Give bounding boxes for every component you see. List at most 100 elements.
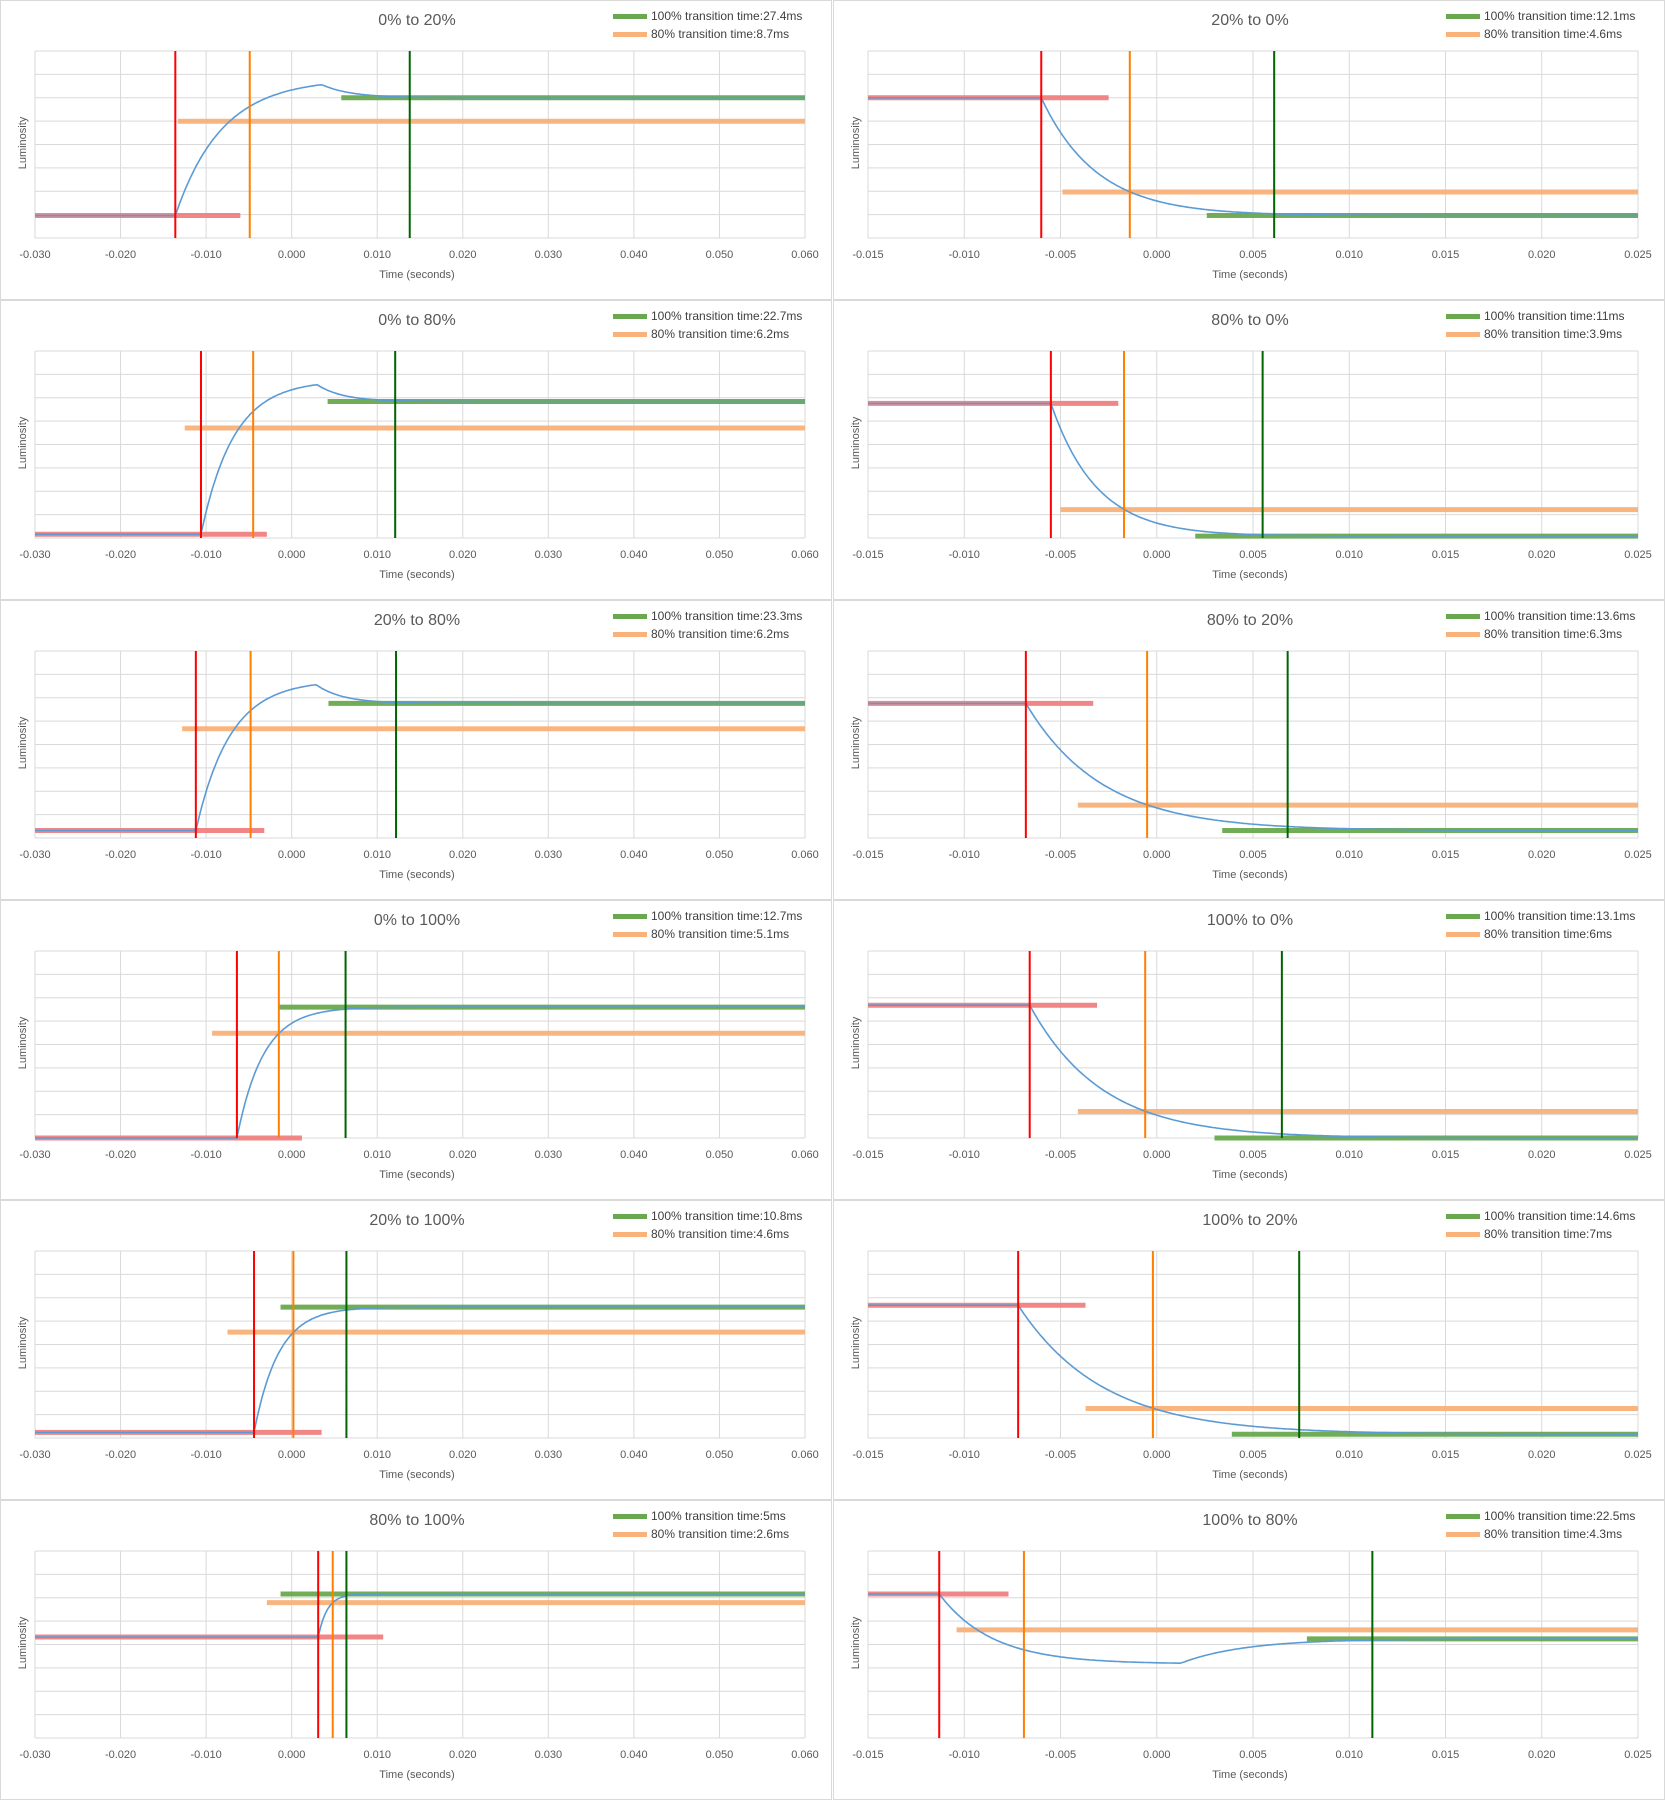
x-tick-label: 0.050	[706, 249, 734, 261]
chart-svg: -0.030 -0.020 -0.010 0.000 0.010 0.020 0.030 0.…	[19, 350, 819, 561]
luminosity-series	[35, 683, 805, 832]
x-tick-label: 0.015	[1432, 1149, 1460, 1161]
y-axis-title: Luminosity	[850, 1316, 862, 1370]
legend-label: 100% transition time:	[1484, 309, 1597, 323]
legend-entry-100: 100% transition time: 14.6ms	[1446, 1207, 1635, 1225]
x-tick-label: 0.060	[791, 1149, 819, 1161]
x-axis-title: Time (seconds)	[379, 1769, 455, 1781]
legend-entry-100: 100% transition time: 5ms	[613, 1507, 789, 1525]
legend-entry-100: 100% transition time: 12.1ms	[1446, 7, 1635, 25]
legend-entry-80: 80% transition time: 4.6ms	[613, 1225, 802, 1243]
x-tick-label: -0.015	[852, 1149, 883, 1161]
chart-legend: 100% transition time: 22.7ms 80% transiti…	[613, 307, 802, 343]
x-tick-label: 0.000	[278, 849, 306, 861]
x-tick-label: -0.030	[19, 549, 50, 561]
x-tick-label: -0.010	[191, 1749, 222, 1761]
legend-label: 100% transition time:	[651, 309, 764, 323]
legend-value: 5.1ms	[756, 927, 790, 941]
legend-entry-80: 80% transition time: 4.3ms	[1446, 1525, 1635, 1543]
x-tick-label: 0.010	[1335, 549, 1363, 561]
x-tick-label: 0.005	[1239, 249, 1267, 261]
chart-title: 100% to 20%	[1202, 1212, 1298, 1229]
chart-title: 0% to 80%	[378, 312, 456, 329]
legend-label: 80% transition time:	[1484, 27, 1590, 41]
chart-legend: 100% transition time: 14.6ms 80% transiti…	[1446, 1207, 1635, 1243]
x-tick-label: 0.025	[1624, 1149, 1652, 1161]
legend-entry-80: 80% transition time: 3.9ms	[1446, 325, 1625, 343]
legend-swatch	[613, 613, 647, 619]
x-tick-label: 0.015	[1432, 249, 1460, 261]
legend-entry-80: 80% transition time: 4.6ms	[1446, 25, 1635, 43]
x-tick-label: 0.050	[706, 1749, 734, 1761]
x-tick-label: 0.020	[1528, 1749, 1556, 1761]
luminosity-series	[35, 1306, 805, 1434]
legend-entry-100: 100% transition time: 27.4ms	[613, 7, 802, 25]
legend-label: 100% transition time:	[1484, 909, 1597, 923]
luminosity-series	[868, 1004, 1638, 1139]
chart-legend: 100% transition time: 12.1ms 80% transiti…	[1446, 7, 1635, 43]
legend-value: 4.6ms	[1589, 27, 1623, 41]
luminosity-series	[868, 1593, 1638, 1664]
luminosity-series	[868, 402, 1638, 537]
y-axis-title: Luminosity	[17, 116, 29, 170]
x-tick-label: -0.010	[949, 1149, 980, 1161]
x-tick-label: 0.010	[1335, 849, 1363, 861]
chart-legend: 100% transition time: 22.5ms 80% transiti…	[1446, 1507, 1635, 1543]
chart-title: 80% to 20%	[1206, 612, 1294, 629]
x-tick-label: -0.015	[852, 249, 883, 261]
x-tick-label: 0.010	[363, 1749, 391, 1761]
legend-value: 8.7ms	[756, 27, 790, 41]
luminosity-series	[868, 702, 1638, 832]
x-tick-label: -0.020	[105, 1149, 136, 1161]
chart-panel: -0.030 -0.020 -0.010 0.000 0.010 0.020 0.030 0.…	[0, 1500, 832, 1800]
chart-svg: -0.015 -0.010 -0.005 0.000 0.005 0.010 0.015 0.…	[852, 950, 1652, 1161]
chart-title: 20% to 80%	[373, 612, 461, 629]
legend-label: 80% transition time:	[1484, 927, 1590, 941]
legend-entry-100: 100% transition time: 22.5ms	[1446, 1507, 1635, 1525]
y-axis-title: Luminosity	[850, 1016, 862, 1070]
legend-label: 100% transition time:	[651, 1509, 764, 1523]
legend-swatch	[613, 31, 647, 37]
chart-svg: -0.030 -0.020 -0.010 0.000 0.010 0.020 0.030 0.…	[19, 650, 819, 861]
legend-label: 80% transition time:	[1484, 627, 1590, 641]
legend-swatch	[613, 313, 647, 319]
legend-entry-100: 100% transition time: 13.1ms	[1446, 907, 1635, 925]
chart-svg: -0.030 -0.020 -0.010 0.000 0.010 0.020 0.030 0.…	[19, 1250, 819, 1461]
legend-label: 100% transition time:	[651, 1209, 764, 1223]
chart-svg: -0.015 -0.010 -0.005 0.000 0.005 0.010 0.015 0.…	[852, 1250, 1652, 1461]
x-tick-label: 0.060	[791, 549, 819, 561]
x-tick-label: 0.030	[535, 1449, 563, 1461]
x-tick-label: 0.020	[449, 1149, 477, 1161]
chart-svg: -0.030 -0.020 -0.010 0.000 0.010 0.020 0.030 0.…	[19, 50, 819, 261]
chart-title: 100% to 0%	[1206, 912, 1294, 929]
legend-swatch	[613, 331, 647, 337]
x-tick-label: 0.030	[535, 1749, 563, 1761]
x-tick-label: -0.010	[191, 849, 222, 861]
legend-entry-80: 80% transition time: 6ms	[1446, 925, 1635, 943]
x-tick-label: -0.010	[949, 549, 980, 561]
legend-entry-100: 100% transition time: 13.6ms	[1446, 607, 1635, 625]
legend-entry-80: 80% transition time: 6.2ms	[613, 625, 802, 643]
legend-label: 80% transition time:	[651, 927, 757, 941]
x-tick-label: 0.040	[620, 1749, 648, 1761]
x-tick-label: 0.000	[1143, 1749, 1171, 1761]
legend-label: 80% transition time:	[651, 1527, 757, 1541]
legend-label: 80% transition time:	[1484, 1227, 1590, 1241]
legend-label: 100% transition time:	[1484, 609, 1597, 623]
x-tick-label: -0.005	[1045, 549, 1076, 561]
legend-value: 27.4ms	[763, 9, 803, 23]
x-tick-label: 0.050	[706, 1149, 734, 1161]
x-tick-label: 0.030	[535, 1149, 563, 1161]
legend-value: 6.3ms	[1589, 627, 1623, 641]
legend-value: 14.6ms	[1596, 1209, 1636, 1223]
chart-legend: 100% transition time: 11ms 80% transition…	[1446, 307, 1625, 343]
chart-panel: -0.030 -0.020 -0.010 0.000 0.010 0.020 0.030 0.…	[0, 1200, 832, 1500]
x-axis-title: Time (seconds)	[1212, 1469, 1288, 1481]
x-tick-label: 0.020	[449, 1449, 477, 1461]
x-tick-label: -0.010	[191, 549, 222, 561]
x-axis-title: Time (seconds)	[1212, 269, 1288, 281]
legend-entry-80: 80% transition time: 5.1ms	[613, 925, 802, 943]
x-tick-label: 0.010	[1335, 1449, 1363, 1461]
x-tick-label: 0.025	[1624, 1749, 1652, 1761]
legend-entry-80: 80% transition time: 6.2ms	[613, 325, 802, 343]
